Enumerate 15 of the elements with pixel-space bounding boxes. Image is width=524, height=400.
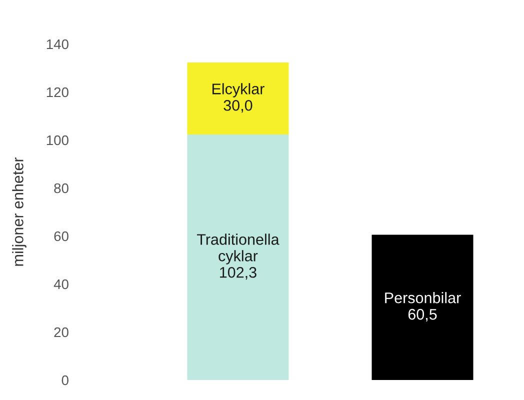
series-label: Elcyklar bbox=[212, 83, 264, 98]
data-label: 102,3 bbox=[220, 266, 256, 280]
y-tick-label: 0 bbox=[62, 375, 68, 386]
data-label: 30,0 bbox=[224, 100, 252, 113]
y-axis-title: miljoner enheter bbox=[12, 157, 26, 266]
y-tick-label: 100 bbox=[46, 135, 68, 146]
series-label: Traditionella cyklar bbox=[196, 234, 280, 264]
y-tick-label: 20 bbox=[54, 327, 68, 338]
series-label: Personbilar bbox=[385, 292, 461, 304]
y-tick-label: 140 bbox=[46, 39, 68, 50]
y-tick-label: 40 bbox=[54, 279, 68, 290]
y-tick-label: 120 bbox=[46, 87, 68, 98]
y-tick-label: 60 bbox=[54, 231, 68, 242]
y-tick-label: 80 bbox=[54, 183, 68, 194]
data-label: 60,5 bbox=[408, 308, 437, 322]
